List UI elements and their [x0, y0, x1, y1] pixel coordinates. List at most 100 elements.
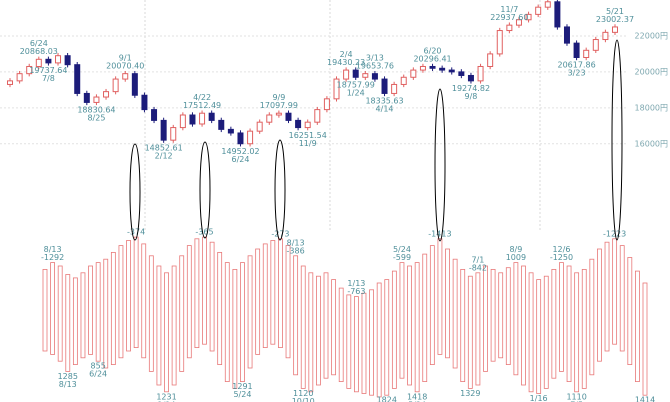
bar	[247, 255, 253, 369]
candle-body	[285, 112, 292, 121]
bar	[148, 255, 154, 372]
cycle-markers	[129, 39, 623, 242]
candle-body	[573, 42, 580, 58]
candle-body	[467, 74, 474, 82]
annotation: 5/24	[233, 390, 251, 399]
candle-body	[400, 76, 407, 85]
bar	[559, 262, 564, 372]
bar	[528, 272, 534, 393]
candle-body	[199, 112, 206, 125]
annotation: 1824	[377, 396, 397, 402]
annotation: -365	[195, 228, 213, 237]
bar	[460, 268, 466, 382]
annotation: 8/9	[509, 245, 522, 254]
annotation: 9/8	[465, 92, 478, 101]
annotation: 22937.60	[490, 13, 528, 22]
candle-body	[266, 114, 273, 123]
bar	[110, 251, 116, 365]
bar	[179, 255, 185, 372]
annotation: 6/24	[30, 39, 48, 48]
bar	[338, 287, 344, 383]
candle-body	[151, 109, 158, 121]
bar	[171, 265, 177, 386]
annotation: 1/16	[530, 394, 548, 402]
annotation: 5/24	[393, 245, 411, 254]
bar	[635, 270, 640, 383]
bar	[278, 238, 283, 349]
bar	[186, 245, 192, 359]
candle-body	[525, 13, 532, 21]
annotation: 19430.23	[327, 58, 365, 67]
candle-body	[55, 55, 62, 64]
bar	[164, 272, 169, 393]
bar	[300, 265, 306, 389]
annotation: 4/14	[376, 105, 394, 114]
annotation: 18757.99	[337, 80, 375, 89]
annotation: -1223	[603, 229, 626, 238]
bar	[232, 268, 238, 389]
candle-body	[189, 114, 196, 125]
bar	[521, 265, 526, 386]
bar	[597, 248, 602, 362]
bar	[407, 265, 412, 386]
candle-body	[304, 121, 311, 129]
bar	[156, 265, 162, 386]
bar	[452, 258, 458, 369]
annotation: -1292	[41, 253, 64, 262]
annotation: 7/5	[570, 400, 583, 402]
candle-body	[333, 78, 340, 100]
bar	[498, 272, 504, 359]
bar	[262, 243, 268, 348]
candle-body	[323, 98, 330, 111]
annotation: 1/14	[158, 400, 176, 402]
annotation: 8/13	[59, 380, 77, 389]
y-tick-label: 16000円	[635, 139, 668, 148]
bar	[202, 236, 207, 345]
candle-body	[429, 65, 436, 69]
candle-body	[343, 69, 350, 80]
annotation: -599	[393, 253, 411, 262]
bar	[270, 240, 276, 345]
annotation: 19653.76	[356, 61, 394, 70]
cycle-ellipse	[199, 141, 211, 239]
candle-body	[362, 73, 369, 78]
bar	[627, 257, 633, 365]
annotation: 18830.64	[77, 106, 115, 115]
candle-body	[371, 73, 378, 80]
annotation: 1285	[58, 372, 78, 381]
annotation: 6/24	[89, 370, 107, 379]
candle-body	[439, 67, 446, 71]
bar	[437, 238, 443, 355]
bar	[604, 241, 610, 352]
annotation: 1/13	[347, 279, 365, 288]
candle-body	[419, 65, 426, 71]
bar	[194, 238, 200, 349]
candle-body	[103, 91, 110, 98]
candle-body	[122, 73, 129, 80]
annotation: 5/24	[408, 400, 426, 402]
candle-body	[218, 119, 225, 130]
annotation: 9/9	[272, 93, 285, 102]
bar	[566, 265, 572, 382]
candle-body	[256, 121, 263, 132]
candle-body	[602, 31, 609, 41]
annotation: 19274.82	[452, 84, 490, 93]
bar	[513, 262, 519, 376]
annotation: 14952.02	[221, 147, 259, 156]
candle-body	[93, 96, 100, 103]
annotation: 6/24	[231, 155, 249, 164]
annotation: 3/23	[568, 69, 586, 78]
bar	[581, 268, 587, 389]
bar	[141, 243, 147, 359]
annotation: 20296.41	[413, 54, 451, 63]
bar	[384, 279, 390, 396]
candle-body	[131, 73, 138, 96]
candle-body	[83, 92, 90, 103]
annotation: 23002.37	[596, 15, 634, 24]
annotation: 1329	[460, 389, 480, 398]
bar	[255, 248, 261, 355]
candle-body	[275, 112, 282, 116]
candle-body	[295, 119, 302, 129]
bar	[209, 241, 215, 352]
candle-body	[45, 58, 52, 64]
